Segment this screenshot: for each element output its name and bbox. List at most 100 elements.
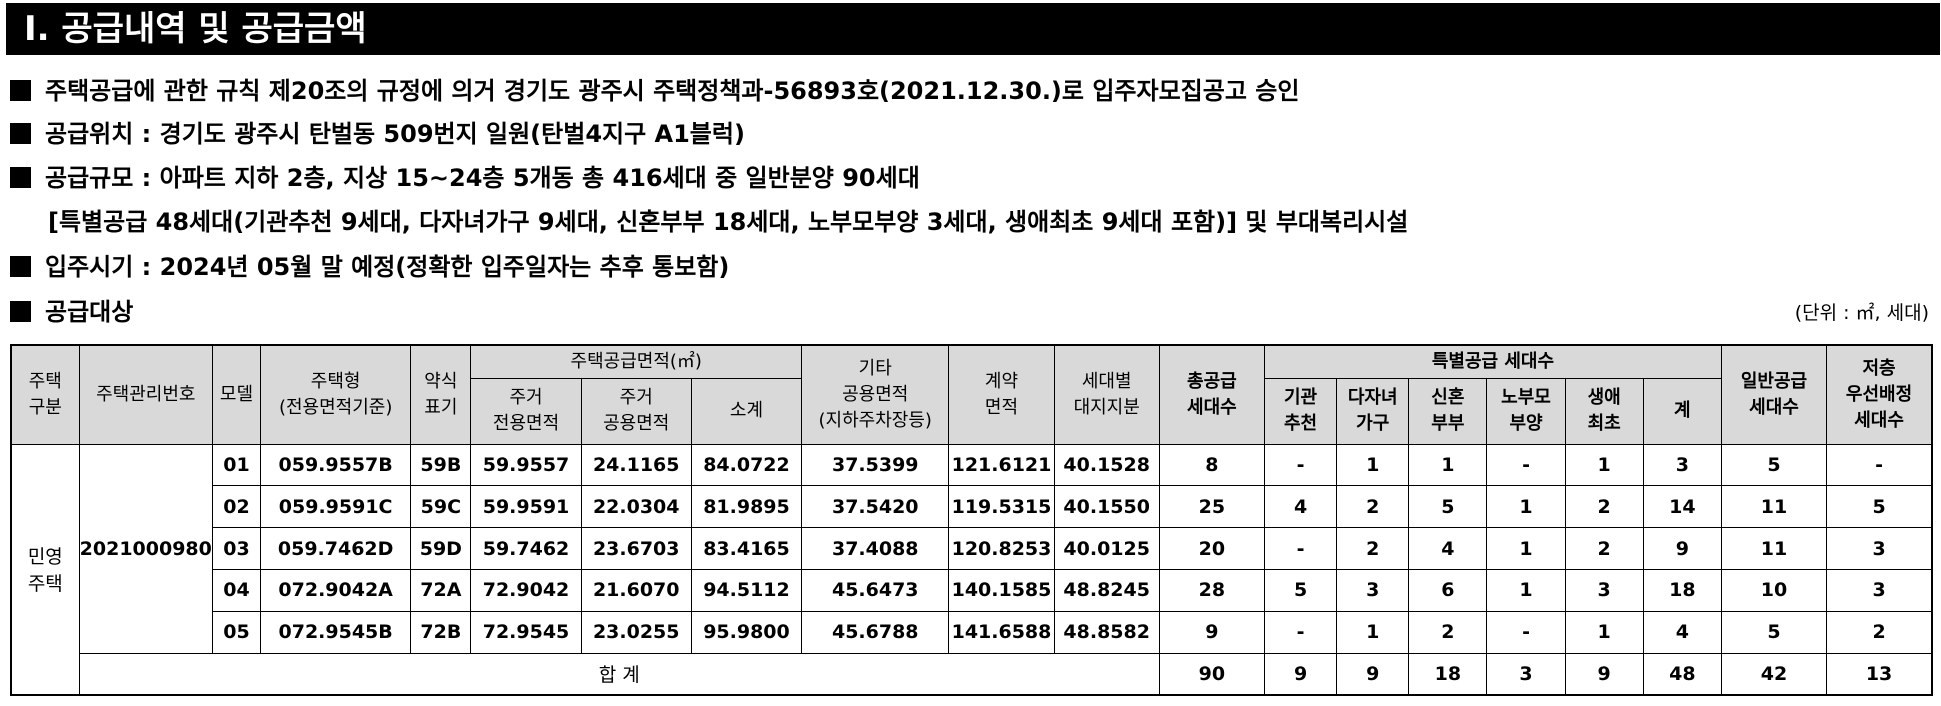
header-multi-child: 다자녀 가구: [1336, 377, 1410, 445]
abbr-cell: 72B: [410, 610, 472, 654]
other-area-cell: 45.6473: [801, 568, 950, 612]
header-elder-support: 노부모 부양: [1486, 377, 1566, 445]
land-share-cell: 40.1528: [1053, 443, 1160, 487]
newlywed-cell: 4: [1408, 527, 1488, 570]
contract-area-cell: 120.8253: [948, 527, 1055, 570]
total-row: 합 계 90 9 9 18 3 9 48 42 13: [11, 652, 1933, 696]
bullet-scale-text: 공급규모 : 아파트 지하 2층, 지상 15~24층 5개동 총 416세대 …: [45, 164, 920, 192]
multi-child-cell: 2: [1336, 527, 1410, 570]
resid-common-cell: 24.1165: [580, 443, 692, 487]
subtotal-cell: 94.5112: [690, 568, 803, 612]
total-units-cell: 9: [1158, 610, 1266, 654]
institution-cell: -: [1263, 527, 1338, 570]
resid-common-cell: 23.0255: [580, 610, 692, 654]
institution-cell: -: [1263, 443, 1338, 487]
general-supply-sum: 42: [1720, 652, 1828, 696]
other-area-cell: 37.4088: [801, 527, 950, 570]
abbr-cell: 59D: [410, 527, 472, 570]
first-home-cell: 3: [1564, 568, 1644, 612]
other-area-cell: 37.5420: [801, 485, 950, 529]
elder-support-cell: 1: [1486, 527, 1566, 570]
square-bullet-icon: [10, 256, 31, 277]
land-share-cell: 40.0125: [1053, 527, 1160, 570]
header-newlywed: 신혼 부부: [1408, 377, 1488, 445]
contract-area-cell: 141.6588: [948, 610, 1055, 654]
resid-exclusive-cell: 72.9545: [470, 610, 582, 654]
unit-note: (단위 : ㎡, 세대): [1794, 302, 1929, 324]
elder-support-cell: 1: [1486, 485, 1566, 529]
square-bullet-icon: [10, 80, 31, 101]
total-units-sum: 90: [1158, 652, 1266, 696]
header-other-common-area: 기타 공용면적 (지하주차장등): [801, 344, 950, 445]
model-cell: 01: [211, 443, 262, 487]
institution-cell: -: [1263, 610, 1338, 654]
total-label: 합 계: [78, 652, 1160, 696]
bullet-scale-continuation: [특별공급 48세대(기관추천 9세대, 다자녀가구 9세대, 신혼부부 18세…: [48, 208, 1409, 236]
first-home-sum: 9: [1564, 652, 1644, 696]
square-bullet-icon: [10, 123, 31, 144]
model-cell: 04: [211, 568, 262, 612]
first-home-cell: 2: [1564, 527, 1644, 570]
subtotal-cell: 95.9800: [690, 610, 803, 654]
total-units-cell: 25: [1158, 485, 1266, 529]
multi-child-cell: 2: [1336, 485, 1410, 529]
special-total-cell: 18: [1642, 568, 1722, 612]
header-institution: 기관 추천: [1263, 377, 1338, 445]
header-supply-area: 주택공급면적(㎡): [470, 344, 803, 379]
header-total-units: 총공급 세대수: [1158, 344, 1266, 445]
elder-support-cell: -: [1486, 610, 1566, 654]
header-resid-exclusive: 주거 전용면적: [470, 377, 582, 445]
land-share-cell: 48.8245: [1053, 568, 1160, 612]
table-row: 민영 주택 2021000980 01 059.9557B 59B 59.9557…: [10, 443, 1933, 696]
other-area-cell: 45.6788: [801, 610, 950, 654]
contract-area-cell: 140.1585: [948, 568, 1055, 612]
resid-exclusive-cell: 72.9042: [470, 568, 582, 612]
header-house-category: 주택 구분: [10, 344, 80, 445]
model-cell: 02: [211, 485, 262, 529]
bullet-location-text: 공급위치 : 경기도 광주시 탄벌동 509번지 일원(탄벌4지구 A1블럭): [45, 120, 745, 148]
contract-area-cell: 119.5315: [948, 485, 1055, 529]
bullet-scale: 공급규모 : 아파트 지하 2층, 지상 15~24층 5개동 총 416세대 …: [10, 162, 920, 194]
elder-support-cell: 1: [1486, 568, 1566, 612]
bullet-move-in: 입주시기 : 2024년 05월 말 예정(정확한 입주일자는 추후 통보함): [10, 251, 729, 283]
header-first-home: 생애 최초: [1564, 377, 1644, 445]
general-supply-cell: 11: [1720, 527, 1828, 570]
abbr-cell: 59B: [410, 443, 472, 487]
institution-cell: 5: [1263, 568, 1338, 612]
newlywed-cell: 6: [1408, 568, 1488, 612]
low-floor-cell: 3: [1826, 527, 1933, 570]
elder-support-cell: -: [1486, 443, 1566, 487]
resid-common-cell: 23.6703: [580, 527, 692, 570]
abbr-cell: 72A: [410, 568, 472, 612]
newlywed-cell: 2: [1408, 610, 1488, 654]
table-row: 04 072.9042A 72A 72.9042 21.6070 94.5112…: [11, 568, 1933, 612]
special-total-cell: 14: [1642, 485, 1722, 529]
header-general-supply: 일반공급 세대수: [1720, 344, 1828, 445]
bullet-approval: 주택공급에 관한 규칙 제20조의 규정에 의거 경기도 광주시 주택정책과-5…: [10, 75, 1299, 107]
resid-exclusive-cell: 59.9557: [470, 443, 582, 487]
general-supply-cell: 5: [1720, 610, 1828, 654]
header-resid-common: 주거 공용면적: [580, 377, 692, 445]
general-supply-cell: 5: [1720, 443, 1828, 487]
house-category-cell: 민영 주택: [10, 443, 80, 696]
header-abbr: 약식 표기: [410, 344, 472, 445]
model-cell: 03: [211, 527, 262, 570]
special-total-cell: 3: [1642, 443, 1722, 487]
resid-exclusive-cell: 59.9591: [470, 485, 582, 529]
header-land-share: 세대별 대지지분: [1053, 344, 1160, 445]
special-total-sum: 48: [1642, 652, 1722, 696]
house-type-cell: 059.7462D: [259, 527, 412, 570]
general-supply-cell: 11: [1720, 485, 1828, 529]
low-floor-cell: -: [1826, 443, 1933, 487]
total-units-cell: 20: [1158, 527, 1266, 570]
newlywed-cell: 1: [1408, 443, 1488, 487]
subtotal-cell: 81.9895: [690, 485, 803, 529]
supply-table: 주택 구분 주택관리번호 모델 주택형 (전용면적기준) 약식 표기 주택공급면적(㎡…: [10, 344, 1933, 696]
square-bullet-icon: [10, 167, 31, 188]
newlywed-cell: 5: [1408, 485, 1488, 529]
multi-child-cell: 1: [1336, 610, 1410, 654]
low-floor-sum: 13: [1826, 652, 1933, 696]
header-model: 모델: [211, 344, 262, 445]
bullet-target: 공급대상: [10, 296, 133, 328]
house-type-cell: 059.9557B: [259, 443, 412, 487]
